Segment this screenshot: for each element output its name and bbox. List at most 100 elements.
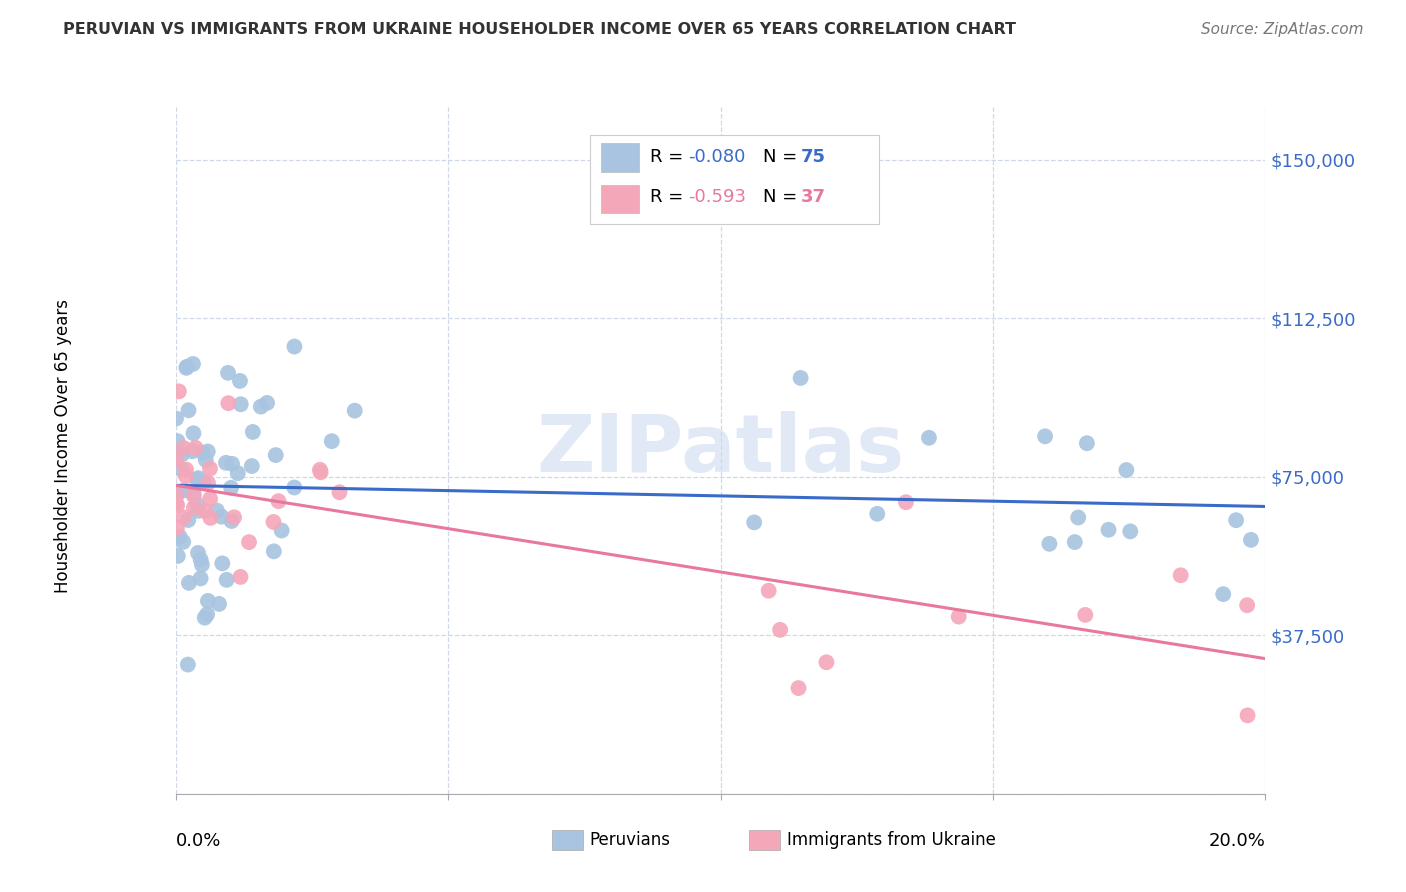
- Point: [221, 457, 243, 471]
- Point: [166, 498, 188, 512]
- FancyBboxPatch shape: [602, 185, 638, 213]
- Point: [211, 509, 233, 524]
- Point: [343, 403, 366, 417]
- Point: [742, 516, 765, 530]
- Point: [191, 558, 214, 572]
- Point: [167, 384, 190, 399]
- Point: [226, 466, 249, 480]
- Point: [1170, 568, 1192, 582]
- Point: [1074, 607, 1097, 622]
- Point: [186, 473, 208, 487]
- Point: [283, 481, 305, 495]
- Point: [267, 494, 290, 508]
- Point: [186, 498, 208, 512]
- Text: 0.0%: 0.0%: [176, 831, 221, 850]
- Point: [215, 573, 238, 587]
- Point: [183, 489, 205, 503]
- Text: N =: N =: [763, 148, 803, 166]
- Text: 37: 37: [800, 188, 825, 206]
- Point: [174, 462, 197, 476]
- Point: [894, 495, 917, 509]
- Point: [184, 441, 207, 455]
- Point: [183, 487, 205, 501]
- Point: [229, 397, 252, 411]
- Point: [1063, 535, 1085, 549]
- Text: Householder Income Over 65 years: Householder Income Over 65 years: [55, 299, 72, 593]
- Point: [166, 549, 188, 563]
- Point: [165, 496, 187, 510]
- Point: [1097, 523, 1119, 537]
- Point: [1240, 533, 1263, 547]
- Point: [789, 371, 811, 385]
- Point: [167, 486, 190, 500]
- Point: [217, 396, 239, 410]
- Point: [787, 681, 810, 695]
- FancyBboxPatch shape: [602, 144, 638, 172]
- Point: [183, 500, 205, 515]
- Point: [177, 513, 200, 527]
- Point: [222, 510, 245, 524]
- Point: [181, 444, 204, 458]
- Point: [173, 441, 195, 455]
- Text: R =: R =: [651, 188, 689, 206]
- Point: [190, 571, 212, 585]
- Point: [242, 425, 264, 439]
- Point: [187, 504, 209, 518]
- Point: [173, 483, 195, 498]
- Point: [264, 448, 287, 462]
- Point: [1033, 429, 1056, 443]
- Point: [177, 403, 200, 417]
- Point: [165, 411, 187, 425]
- Point: [205, 503, 228, 517]
- Point: [195, 607, 218, 622]
- Point: [1212, 587, 1234, 601]
- Point: [166, 434, 188, 449]
- Point: [256, 396, 278, 410]
- Point: [1225, 513, 1247, 527]
- Point: [194, 504, 217, 518]
- Text: 75: 75: [800, 148, 825, 166]
- Point: [198, 491, 221, 506]
- Point: [238, 535, 260, 549]
- Point: [250, 400, 273, 414]
- Point: [769, 623, 792, 637]
- Point: [1236, 599, 1258, 613]
- Point: [165, 446, 187, 460]
- Point: [174, 469, 197, 483]
- Point: [165, 487, 187, 501]
- Point: [1115, 463, 1137, 477]
- Text: -0.080: -0.080: [688, 148, 745, 166]
- Point: [183, 426, 205, 441]
- Text: -0.593: -0.593: [688, 188, 747, 206]
- Text: N =: N =: [763, 188, 803, 206]
- Point: [229, 570, 252, 584]
- Point: [165, 453, 187, 467]
- Point: [181, 357, 204, 371]
- Point: [229, 374, 252, 388]
- Text: 20.0%: 20.0%: [1209, 831, 1265, 850]
- Text: ZIPatlas: ZIPatlas: [537, 411, 904, 490]
- Point: [263, 515, 285, 529]
- Point: [270, 524, 292, 538]
- Point: [197, 476, 219, 491]
- Point: [208, 597, 231, 611]
- Point: [197, 594, 219, 608]
- Point: [221, 514, 243, 528]
- Point: [170, 447, 193, 461]
- Point: [177, 657, 200, 672]
- Point: [328, 485, 350, 500]
- Point: [190, 552, 212, 566]
- Point: [187, 471, 209, 485]
- Point: [240, 458, 263, 473]
- Point: [219, 481, 242, 495]
- Point: [194, 610, 217, 624]
- Point: [1076, 436, 1098, 450]
- Point: [866, 507, 889, 521]
- Point: [200, 511, 222, 525]
- Text: Immigrants from Ukraine: Immigrants from Ukraine: [787, 831, 995, 849]
- Point: [1038, 537, 1060, 551]
- Text: Source: ZipAtlas.com: Source: ZipAtlas.com: [1201, 22, 1364, 37]
- Point: [815, 655, 838, 669]
- Point: [283, 340, 305, 354]
- Point: [309, 465, 332, 479]
